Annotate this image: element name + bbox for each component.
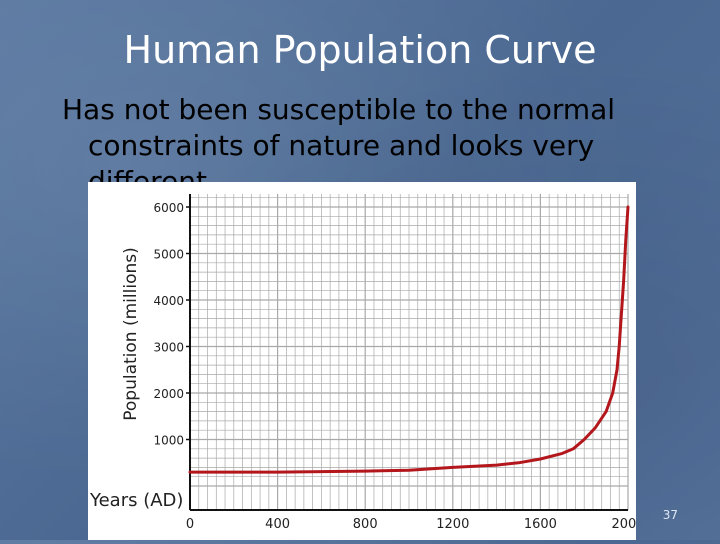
x-tick-label: 1600 [524, 517, 557, 532]
x-tick-label: 2000 [611, 517, 636, 532]
population-chart-svg: 1000 2000 3000 4000 5000 6000 0 400 800 1200 1600 2… [89, 194, 645, 532]
x-tick-label: 400 [265, 517, 290, 532]
x-tick-label: 0 [186, 517, 194, 532]
slide-body-text: Has not been susceptible to the normal c… [62, 92, 688, 200]
slide-number: 37 [662, 508, 678, 522]
y-tick-label: 1000 [153, 434, 184, 448]
y-tick-label: 4000 [153, 294, 184, 308]
x-tick-label: 1200 [436, 517, 469, 532]
slide-title: Human Population Curve [123, 28, 597, 72]
x-tick-label: 800 [353, 517, 378, 532]
chart-grid [189, 194, 629, 510]
chart-labels: Population (millions) Years (AD) [89, 247, 183, 511]
y-tick-label: 3000 [153, 341, 184, 355]
y-tick-label: 2000 [153, 387, 184, 401]
slide-bullet-text: Has not been susceptible to the normal c… [62, 93, 616, 198]
chart-axes [189, 194, 628, 511]
chart-series [188, 205, 630, 474]
y-axis-label: Population (millions) [121, 247, 141, 420]
y-tick-label: 5000 [153, 248, 184, 262]
y-tick-label: 6000 [153, 201, 184, 215]
population-curve-line [188, 205, 630, 474]
population-chart: 1000 2000 3000 4000 5000 6000 0 400 800 1200 1600 2… [88, 182, 645, 540]
chart-ticks: 1000 2000 3000 4000 5000 6000 0 400 800 1200 1600 2… [153, 201, 644, 532]
x-axis-label: Years (AD) [89, 490, 183, 511]
